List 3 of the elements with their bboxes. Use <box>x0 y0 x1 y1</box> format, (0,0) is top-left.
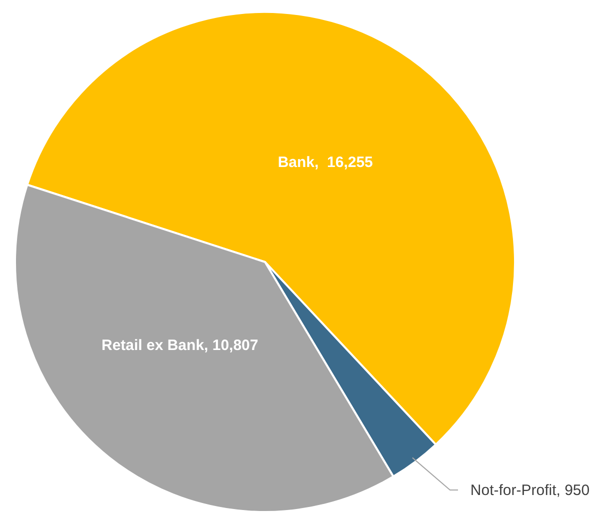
slice-label: Bank, 16,255 <box>278 154 373 172</box>
slice-label: Retail ex Bank, 10,807 <box>102 336 258 354</box>
slice-label: Not-for-Profit, 950 <box>470 482 590 499</box>
